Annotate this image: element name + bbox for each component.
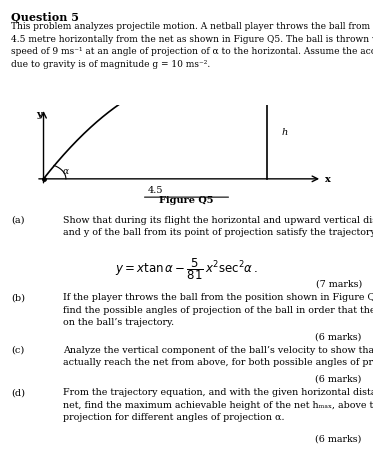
Text: (c): (c) — [11, 345, 25, 354]
Text: h: h — [281, 128, 288, 137]
Text: (6 marks): (6 marks) — [316, 374, 362, 383]
Text: (d): (d) — [11, 388, 25, 396]
Text: α: α — [62, 167, 69, 176]
Text: From the trajectory equation, and with the given horizontal distance from the
ne: From the trajectory equation, and with t… — [63, 388, 373, 421]
Text: (b): (b) — [11, 293, 25, 301]
Text: Show that during its flight the horizontal and upward vertical displacements x
a: Show that during its flight the horizont… — [63, 215, 373, 237]
Text: $y = x\tan\alpha - \dfrac{5}{81}\,x^2\sec^2\!\alpha\,.$: $y = x\tan\alpha - \dfrac{5}{81}\,x^2\se… — [115, 256, 258, 281]
Text: This problem analyzes projectile motion. A netball player throws the ball from a: This problem analyzes projectile motion.… — [11, 22, 373, 69]
Text: (7 marks): (7 marks) — [316, 279, 362, 288]
Text: x: x — [325, 175, 330, 184]
Text: Analyze the vertical component of the ball’s velocity to show that the ball
actu: Analyze the vertical component of the ba… — [63, 345, 373, 366]
Text: Question 5: Question 5 — [11, 12, 79, 23]
Text: (6 marks): (6 marks) — [316, 434, 362, 443]
Text: (a): (a) — [11, 215, 25, 224]
Text: y: y — [36, 110, 41, 119]
Text: 4.5: 4.5 — [148, 186, 163, 194]
Text: If the player throws the ball from the position shown in Figure Q5 with h = 1 m,: If the player throws the ball from the p… — [63, 293, 373, 326]
Text: Figure Q5: Figure Q5 — [159, 195, 214, 204]
Text: (6 marks): (6 marks) — [316, 332, 362, 341]
